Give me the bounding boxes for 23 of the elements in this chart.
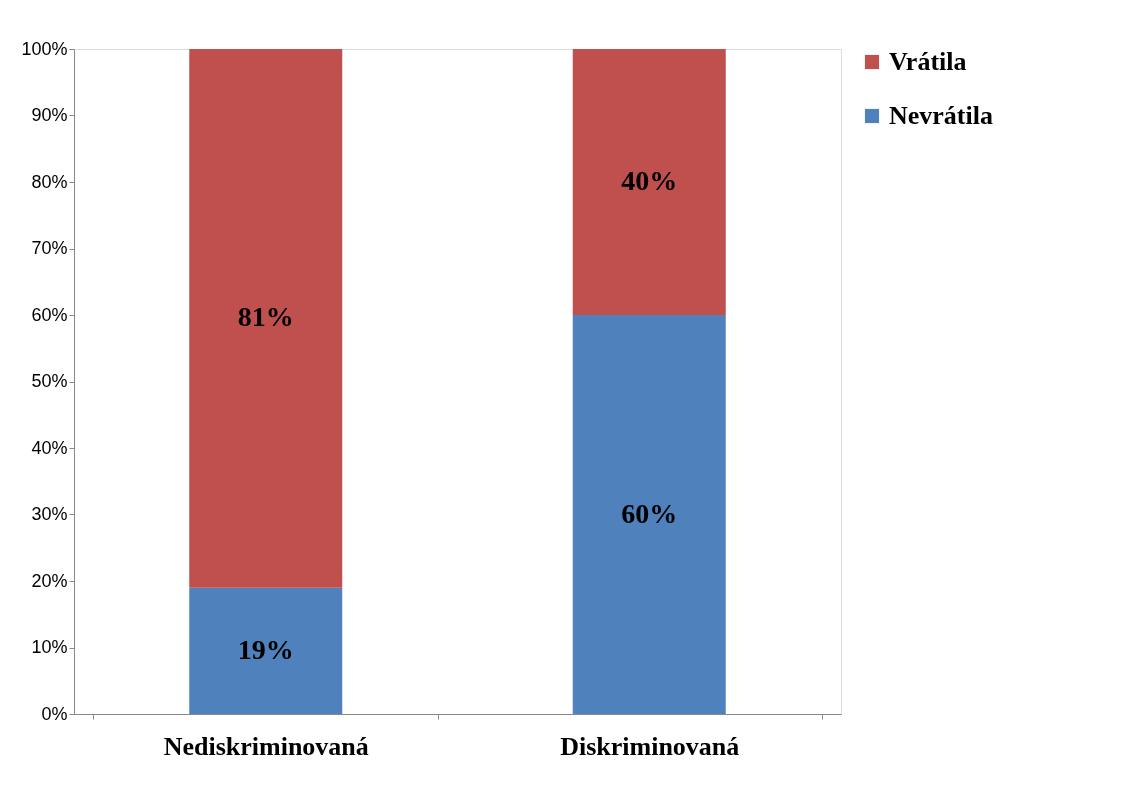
legend-label: Nevrátila	[889, 101, 993, 130]
x-tick-label: Diskriminovaná	[560, 731, 740, 761]
y-tick-label: 80%	[31, 171, 68, 192]
y-tick-label: 100%	[21, 38, 68, 59]
bar	[189, 587, 343, 714]
y-tick-label: 60%	[31, 304, 68, 325]
y-tick-label: 0%	[41, 703, 68, 724]
bar	[572, 49, 726, 315]
y-tick-label: 70%	[31, 238, 68, 258]
x-tick-label: Nediskriminovaná	[163, 731, 369, 761]
legend-label: Vrátila	[889, 47, 967, 76]
y-tick-label: 10%	[31, 637, 68, 657]
data-label: 40%	[621, 165, 678, 196]
bar	[572, 315, 726, 714]
data-label: 81%	[237, 301, 294, 333]
y-tick-label: 50%	[31, 371, 68, 391]
y-tick-label: 90%	[31, 105, 68, 125]
y-tick-label: 30%	[31, 504, 68, 524]
data-label: 60%	[621, 497, 678, 529]
y-tick-label: 20%	[31, 570, 68, 591]
bar	[189, 49, 343, 588]
data-label: 19%	[237, 633, 294, 665]
y-tick-label: 40%	[31, 437, 68, 458]
